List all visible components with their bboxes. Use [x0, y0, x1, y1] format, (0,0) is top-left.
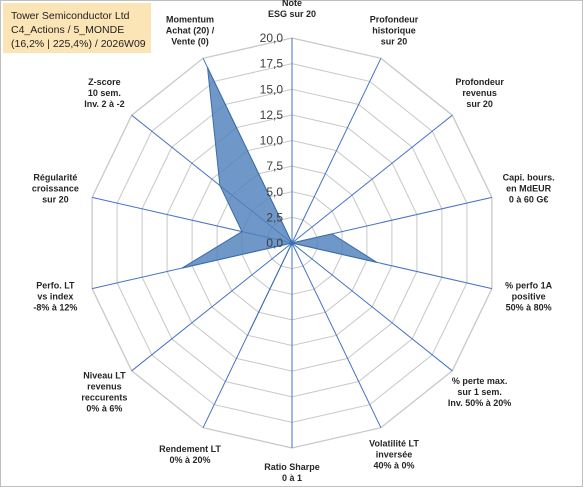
axis-label-6-line-1: % perte max. [452, 376, 508, 386]
chart-title-line-3: (16,2% | 225,4%) / 2026W09 [11, 38, 146, 50]
spoke-3 [291, 114, 453, 244]
axis-label-2-line-1: Profondeur [370, 15, 419, 25]
axis-label-10-line-4: 0% à 6% [86, 404, 122, 414]
axis-label-10-line-2: revenus [87, 382, 122, 392]
axis-label-3-line-2: revenus [462, 88, 497, 98]
axis-label-11-line-3: -8% à 12% [33, 303, 77, 313]
tick-label-0: 0,0 [266, 236, 283, 250]
axis-label-12-line-3: sur 20 [42, 195, 69, 205]
axis-label-9-line-1: Rendement LT [159, 444, 221, 454]
spoke-2 [291, 58, 382, 244]
axis-label-7-line-3: 40% à 0% [373, 460, 414, 470]
tick-label-2: 5,0 [266, 185, 283, 199]
axis-label-11-line-2: vs index [37, 292, 73, 302]
axis-label-5-line-3: 50% à 80% [506, 303, 552, 313]
axis-label-3-line-1: Profondeur [455, 77, 504, 87]
axis-label-5-line-2: positive [512, 292, 546, 302]
axis-label-14-line-1: Momentum [166, 15, 214, 25]
tick-label-7: 17,5 [260, 57, 284, 71]
radar-series [181, 67, 378, 331]
tick-label-4: 10,0 [260, 134, 284, 148]
axis-label-3-line-3: sur 20 [466, 99, 493, 109]
axis-label-7-line-2: inversée [376, 449, 413, 459]
spoke-10 [131, 242, 293, 372]
axis-label-9-line-2: 0% à 20% [169, 455, 210, 465]
tick-label-1: 2,5 [266, 210, 283, 224]
spoke-6 [291, 242, 453, 372]
chart-title-line-1: Tower Semiconductor Ltd [11, 10, 130, 22]
series-polygon [181, 67, 378, 331]
axis-label-1-line-2: ESG sur 20 [268, 9, 316, 19]
axis-label-4-line-2: en MdEUR [506, 184, 552, 194]
tick-label-3: 7,5 [266, 159, 283, 173]
tick-label-5: 12,5 [260, 108, 284, 122]
axis-label-2-line-3: sur 20 [381, 37, 408, 47]
axis-label-10-line-1: Niveau LT [83, 371, 126, 381]
axis-label-12-line-2: croissance [32, 184, 79, 194]
axis-label-6-line-2: sur 1 sem. [457, 387, 502, 397]
axis-label-11-line-1: Perfo. LT [36, 281, 75, 291]
axis-label-13-line-3: Inv. 2 à -2 [84, 99, 124, 109]
tick-label-8: 20,0 [260, 31, 284, 45]
axis-label-4-line-3: 0 à 60 G€ [509, 195, 549, 205]
spoke-7 [291, 242, 382, 428]
axis-label-4-line-1: Capi. bours. [503, 173, 555, 183]
axis-label-5-line-1: % perfo 1A [505, 281, 553, 291]
axis-label-13-line-1: Z-score [88, 77, 121, 87]
axis-label-8-line-1: Ratio Sharpe [264, 462, 320, 472]
tick-label-6: 15,0 [260, 82, 284, 96]
axis-label-14-line-2: Achat (20) / [166, 26, 215, 36]
radial-tick-labels: 0,0 2,5 5,0 7,5 10,0 12,5 15,0 17,5 20,0 [260, 31, 284, 250]
axis-label-7-line-1: Volatilité LT [369, 438, 419, 448]
axis-label-6-line-3: Inv. 50% à 20% [448, 398, 511, 408]
axis-label-1-line-1: Note [282, 0, 302, 8]
axis-label-10-line-3: reccurents [81, 393, 127, 403]
axis-label-13-line-2: 10 sem. [88, 88, 121, 98]
axis-label-2-line-2: historique [372, 26, 416, 36]
chart-title-line-2: C4_Actions / 5_MONDE [11, 24, 125, 36]
axis-label-14-line-3: Vente (0) [171, 37, 209, 47]
axis-label-8-line-2: 0 à 1 [282, 473, 302, 483]
axis-label-12-line-1: Régularité [33, 173, 77, 183]
chart-title-box: Tower Semiconductor Ltd C4_Actions / 5_M… [3, 3, 151, 53]
